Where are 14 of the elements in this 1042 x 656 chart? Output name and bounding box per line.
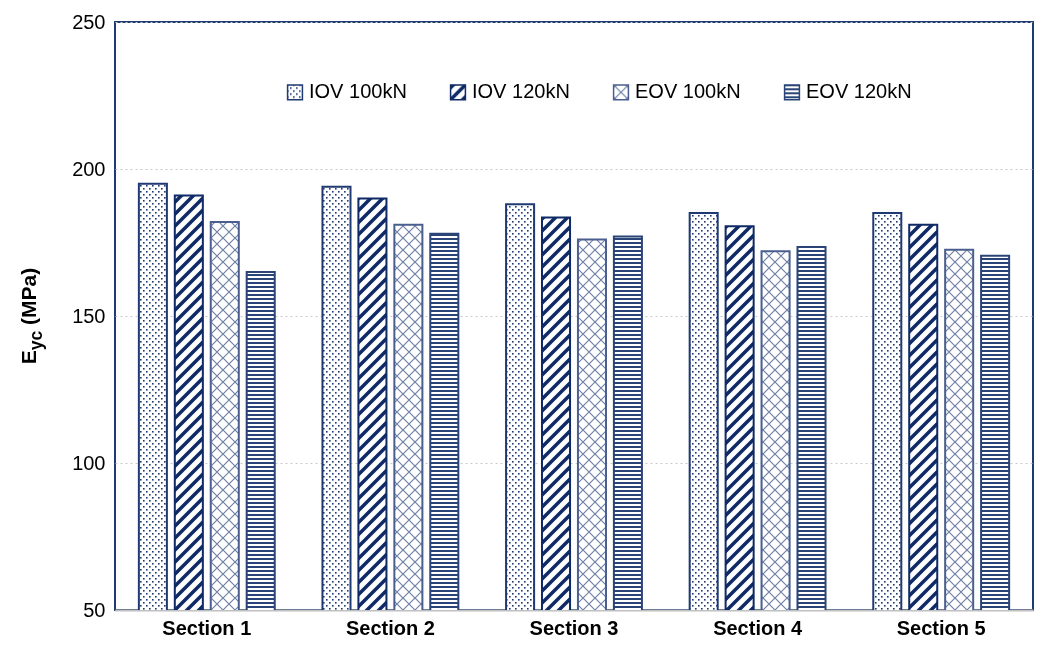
legend-label: EOV 120kN xyxy=(806,80,912,103)
y-tick-label: 100 xyxy=(72,451,106,474)
x-tick-label: Section 3 xyxy=(529,616,619,639)
legend-label: IOV 120kN xyxy=(472,80,570,103)
x-tick-label: Section 2 xyxy=(345,616,435,639)
y-tick-label: 200 xyxy=(72,157,106,180)
legend-label: EOV 100kN xyxy=(635,80,741,103)
x-tick-label: Section 4 xyxy=(713,616,803,639)
legend-label: IOV 100kN xyxy=(309,80,407,103)
y-tick-label: 150 xyxy=(72,304,106,327)
y-tick-label: 50 xyxy=(83,598,106,621)
x-tick-label: Section 1 xyxy=(162,616,252,639)
x-tick-label: Section 5 xyxy=(896,616,986,639)
y-tick-label: 250 xyxy=(72,10,106,33)
